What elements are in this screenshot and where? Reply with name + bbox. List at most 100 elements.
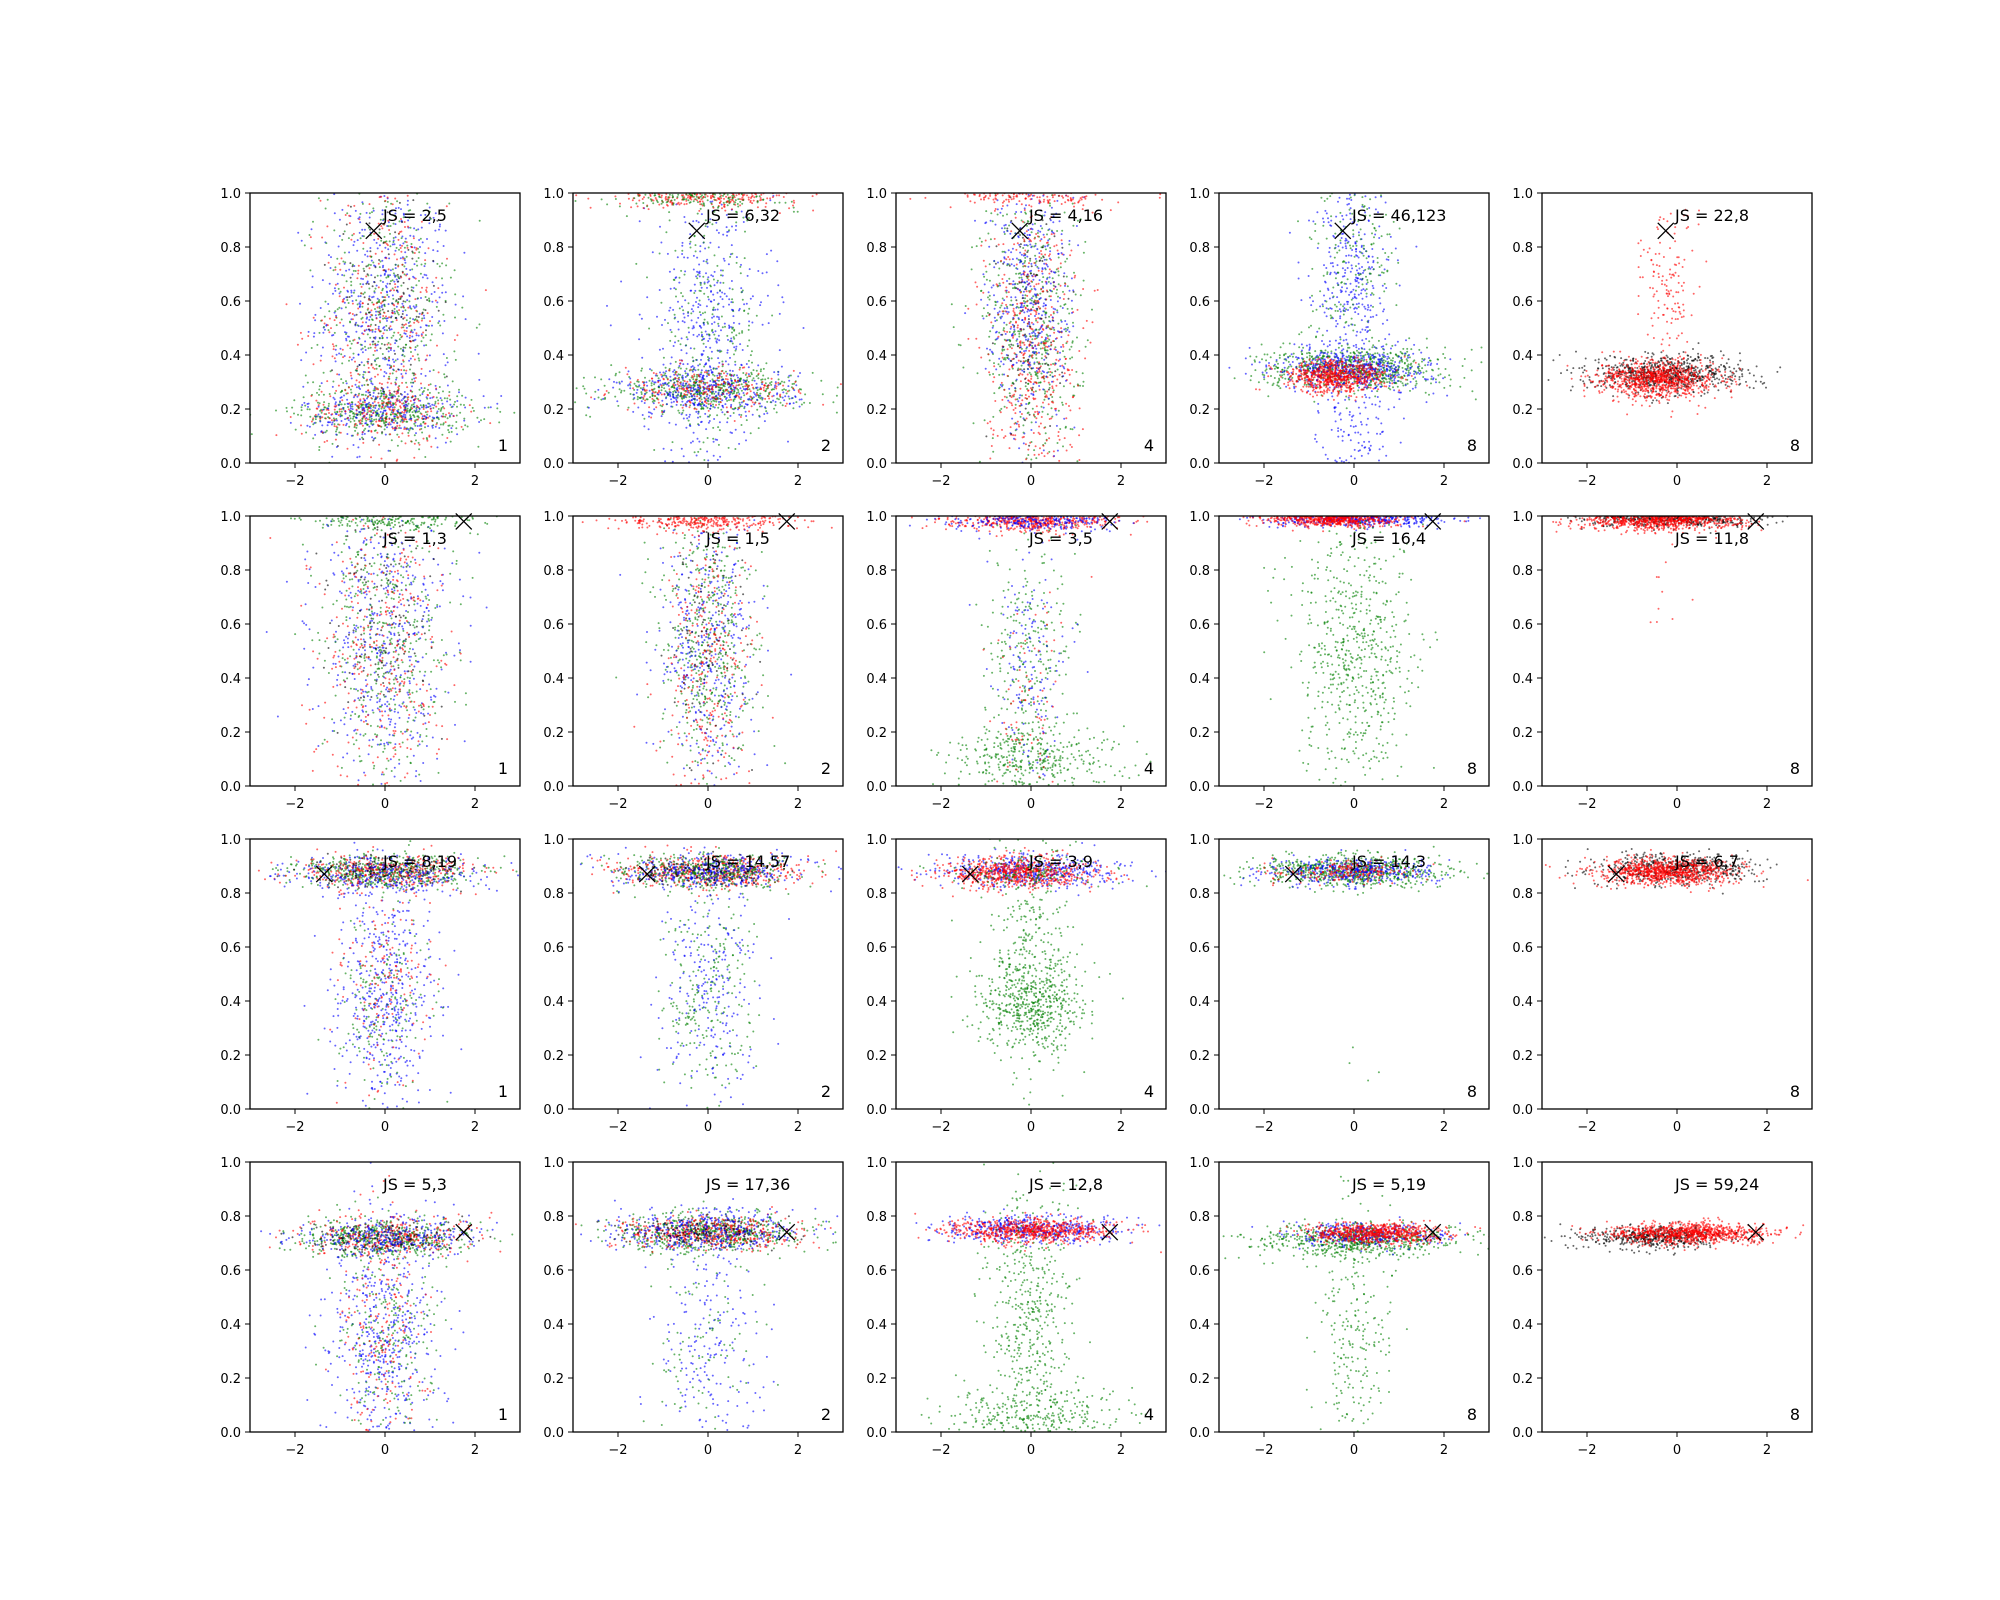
point-green [1049,246,1052,249]
point-red [724,209,727,212]
point-green [723,395,726,398]
point-green [713,333,716,336]
point-red [359,419,362,422]
point-red [676,202,679,205]
point-green [387,342,390,344]
point-blue [713,270,716,273]
point-blue [371,296,374,299]
point-red [315,399,318,402]
point-blue [351,403,354,406]
point-green [453,350,456,353]
point-red [326,225,329,228]
point-red [326,380,329,383]
point-blue [380,306,383,308]
point-blue [747,366,750,369]
point-red [1005,258,1008,261]
point-blue [412,286,415,289]
point-blue [636,388,639,391]
point-blue [428,206,431,209]
point-red [1068,405,1070,407]
point-blue [350,434,353,437]
point-red [1041,347,1044,350]
point-green [1064,303,1067,306]
point-red [425,290,428,293]
point-blue [669,362,672,365]
point-red [388,389,391,392]
point-green [652,202,655,205]
point-green [704,311,707,314]
point-blue [697,306,700,309]
point-blue [742,392,745,394]
point-red [633,402,636,405]
point-red [686,380,689,383]
point-blue [748,320,751,323]
point-red [703,371,706,374]
point-green [618,205,621,208]
point-red [362,397,365,400]
point-green [317,197,320,200]
point-red [331,343,334,346]
point-red [372,303,375,306]
point-red [723,197,725,200]
point-green [665,201,668,204]
point-green [779,382,782,385]
point-green [677,193,680,196]
point-green [1057,270,1060,273]
point-green [356,432,359,435]
point-blue [695,454,698,457]
point-green [363,364,366,367]
point-green [424,334,427,337]
point-green [698,299,701,302]
point-blue [381,304,384,307]
point-blue [694,289,697,292]
point-blue [657,385,660,388]
point-green [739,398,742,401]
point-blue [427,425,430,428]
point-green [322,371,325,374]
point-green [1073,385,1075,388]
point-blue [677,320,680,323]
point-blue [423,344,426,347]
point-red [435,423,438,426]
point-green [294,428,297,431]
point-red [674,377,677,379]
point-red [328,317,331,320]
point-green [1016,398,1019,401]
point-green [424,426,426,429]
point-green [362,247,365,250]
point-blue [400,373,403,375]
point-red [424,359,427,362]
point-red [661,411,664,414]
point-green [700,398,703,401]
point-blue [705,362,708,365]
point-black [323,263,326,266]
point-green [396,433,399,436]
point-green [583,387,586,390]
point-green [417,257,420,259]
point-green [1079,294,1082,297]
point-blue [314,313,317,316]
point-blue [409,269,412,271]
point-green [335,430,337,433]
point-blue [379,410,382,413]
point-green [1027,249,1030,252]
x-tick-label: −2 [608,474,627,489]
point-blue [423,317,426,320]
point-red [403,329,406,332]
point-green [996,213,999,216]
point-blue [361,384,364,387]
point-green [365,419,368,422]
point-red [396,302,399,305]
point-green [582,385,585,388]
point-blue [409,357,412,360]
point-blue [662,347,664,350]
point-green [1029,373,1032,376]
point-blue [661,399,664,402]
point-red [370,397,373,399]
point-blue [696,335,699,338]
point-red [362,441,365,444]
point-green [702,407,705,410]
point-black [356,365,359,368]
point-green [618,371,621,374]
point-green [458,388,460,391]
